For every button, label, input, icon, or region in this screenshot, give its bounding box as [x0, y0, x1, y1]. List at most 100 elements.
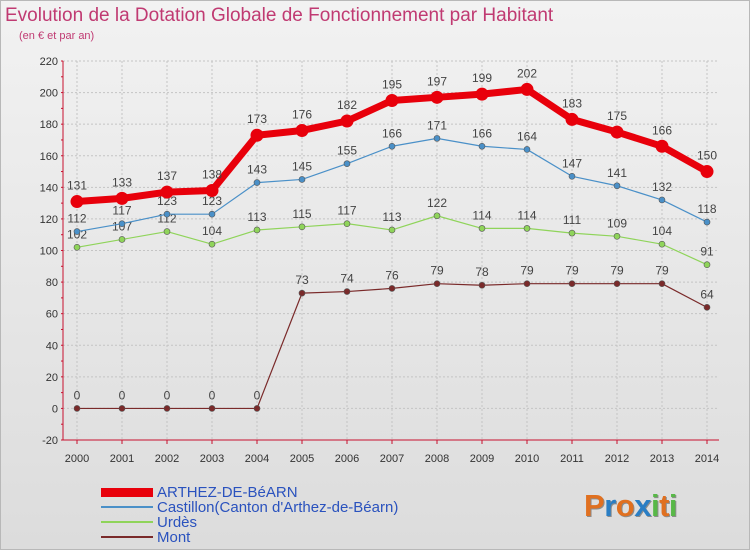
- x-tick-label-2008: 2008: [425, 453, 449, 465]
- series-0-data-label-2003: 138: [202, 167, 222, 181]
- y-tick-label-40: 40: [46, 340, 58, 352]
- series-3-data-label-2008: 79: [430, 264, 444, 278]
- series-2-point-2005: [298, 223, 306, 231]
- series-2-point-2000: [73, 244, 81, 251]
- proxiti-logo: Proxiti: [584, 488, 678, 524]
- series-0-point-2009: [475, 87, 489, 101]
- logo-letter: x: [634, 488, 651, 523]
- series-2-point-2008: [433, 212, 441, 220]
- series-1-point-2002: [163, 210, 171, 218]
- series-3-point-2007: [388, 285, 396, 292]
- series-0-point-2000: [70, 195, 84, 209]
- series-0-point-2011: [565, 112, 579, 126]
- series-2-point-2007: [388, 226, 396, 234]
- series-0-point-2013: [655, 139, 669, 153]
- series-0-data-label-2014: 150: [697, 149, 717, 163]
- y-tick-label-100: 100: [40, 246, 58, 258]
- series-0-data-label-2012: 175: [607, 109, 627, 123]
- series-1-data-label-2005: 145: [292, 159, 312, 173]
- x-tick-label-2002: 2002: [155, 453, 179, 465]
- series-1-point-2013: [658, 196, 666, 204]
- series-3-point-2009: [478, 281, 486, 289]
- series-3-point-2006: [343, 288, 351, 295]
- x-tick-label-2003: 2003: [200, 453, 224, 465]
- y-tick-label-160: 160: [40, 151, 58, 163]
- series-3-point-2000: [73, 405, 81, 412]
- chart-subtitle: (en € et par an): [19, 30, 95, 42]
- x-tick-label-2011: 2011: [560, 453, 584, 465]
- series-3-point-2008: [433, 280, 441, 287]
- series-2-point-2009: [478, 225, 486, 232]
- series-0-data-label-2002: 137: [157, 169, 177, 183]
- series-2-point-2011: [568, 229, 576, 237]
- legend-label: ARTHEZ-DE-BéARN: [157, 484, 298, 501]
- series-0-data-label-2008: 197: [427, 74, 447, 88]
- series-1-data-label-2001: 117: [112, 204, 131, 218]
- y-tick-label-0: 0: [52, 403, 58, 415]
- series-3-data-label-2011: 79: [565, 264, 579, 278]
- series-0-point-2007: [385, 93, 399, 107]
- series-3-data-label-2003: 0: [209, 388, 216, 402]
- y-tick-label-220: 220: [40, 56, 58, 68]
- series-3-point-2003: [208, 405, 216, 412]
- y-tick-label-20: 20: [46, 372, 58, 384]
- series-0-data-label-2007: 195: [382, 77, 402, 91]
- series-1-point-2014: [703, 218, 711, 226]
- series-3-data-label-2005: 73: [295, 273, 309, 287]
- x-tick-label-2009: 2009: [470, 453, 494, 465]
- series-2-point-2001: [118, 236, 126, 243]
- series-1-point-2011: [568, 172, 576, 180]
- series-1-data-label-2004: 143: [247, 163, 267, 177]
- legend-label: Urdès: [157, 514, 198, 531]
- series-3-data-label-2014: 64: [700, 287, 714, 301]
- logo-letter: t: [659, 488, 669, 523]
- x-tick-label-2004: 2004: [245, 453, 269, 465]
- series-1-data-label-2000: 112: [67, 212, 86, 226]
- series-1-data-label-2006: 155: [337, 144, 357, 158]
- series-3-point-2012: [613, 280, 621, 287]
- series-2-point-2002: [163, 228, 171, 235]
- chart-title: Evolution de la Dotation Globale de Fonc…: [5, 5, 554, 26]
- series-3-point-2001: [118, 405, 126, 412]
- x-tick-label-2012: 2012: [605, 453, 629, 465]
- series-1-data-label-2003: 123: [202, 194, 222, 208]
- series-3-data-label-2001: 0: [119, 388, 126, 402]
- series-1-data-label-2007: 166: [382, 126, 402, 140]
- x-tick-label-2013: 2013: [650, 453, 674, 465]
- series-0-data-label-2010: 202: [517, 66, 537, 80]
- legend-swatch: [101, 521, 153, 523]
- y-tick-label-140: 140: [40, 182, 58, 194]
- logo-letter: r: [604, 488, 616, 523]
- series-2-data-label-2012: 109: [607, 216, 627, 230]
- logo-letter: i: [668, 488, 678, 523]
- series-1-data-label-2014: 118: [697, 202, 716, 216]
- series-1-point-2005: [298, 176, 306, 183]
- series-0-data-label-2011: 183: [562, 96, 582, 110]
- series-2-data-label-2009: 114: [472, 208, 491, 222]
- series-1-point-2000: [73, 228, 81, 235]
- series-2-point-2004: [253, 226, 261, 234]
- series-1-data-label-2009: 166: [472, 126, 492, 140]
- series-3-data-label-2007: 76: [385, 268, 399, 282]
- series-3-point-2014: [703, 304, 711, 311]
- logo-letter: o: [615, 488, 635, 523]
- legend-label: Mont: [157, 529, 191, 546]
- series-1-data-label-2008: 171: [427, 118, 447, 132]
- series-1-point-2003: [208, 210, 216, 218]
- series-0-point-2001: [115, 191, 129, 205]
- series-1-point-2012: [613, 182, 621, 190]
- series-2-point-2006: [343, 220, 351, 227]
- series-1-point-2009: [478, 142, 486, 150]
- series-0-point-2012: [610, 125, 624, 139]
- y-tick-label-200: 200: [40, 88, 58, 100]
- series-2-data-label-2011: 111: [563, 213, 582, 227]
- series-0-point-2010: [520, 82, 534, 96]
- x-tick-label-2006: 2006: [335, 453, 359, 465]
- series-2-data-label-2006: 117: [337, 204, 356, 218]
- series-0-data-label-2005: 176: [292, 107, 312, 121]
- logo-letter: i: [650, 488, 660, 523]
- y-tick-label-180: 180: [40, 119, 58, 131]
- series-0-point-2003: [205, 183, 219, 197]
- x-tick-label-2010: 2010: [515, 453, 539, 465]
